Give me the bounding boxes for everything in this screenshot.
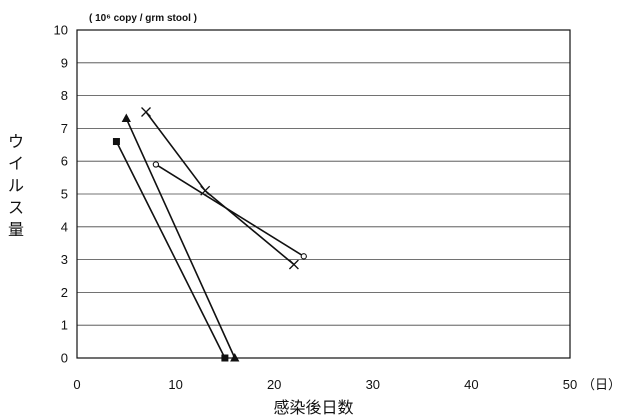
y-tick-1: 1 <box>61 318 68 333</box>
x-tick-30: 30 <box>366 377 380 392</box>
y-tick-2: 2 <box>61 285 68 300</box>
series-3-line <box>145 111 295 266</box>
series-group <box>112 107 307 362</box>
x-tick-40: 40 <box>464 377 478 392</box>
series-4 <box>152 161 307 260</box>
x-tick-0: 0 <box>73 377 80 392</box>
x-tick-50: 50 <box>563 377 577 392</box>
y-tick-3: 3 <box>61 252 68 267</box>
series-4-point-2 <box>300 253 307 260</box>
series-1-point-2 <box>221 354 229 362</box>
y-tick-9: 9 <box>61 55 68 70</box>
series-4-line <box>155 163 305 257</box>
grid-lines <box>77 62 570 326</box>
y-tick-7: 7 <box>61 121 68 136</box>
x-tick-labels: 0 10 20 30 40 50 <box>73 377 577 392</box>
series-1 <box>112 138 229 362</box>
y-tick-10: 10 <box>54 23 68 38</box>
series-2 <box>121 113 240 362</box>
x-axis-label: 感染後日数 <box>273 398 353 416</box>
plot-frame <box>76 29 571 359</box>
series-2-line <box>125 118 236 359</box>
series-1-line <box>115 141 226 359</box>
y-tick-labels: 0 1 2 3 4 5 6 7 8 9 10 <box>54 23 68 366</box>
series-2-point-2 <box>230 352 240 362</box>
x-tick-10: 10 <box>168 377 182 392</box>
series-2-point-1 <box>121 113 131 123</box>
y-tick-5: 5 <box>61 187 68 202</box>
series-3-point-3 <box>288 259 299 270</box>
unit-label: ( 10⁶ copy / grm stool ) <box>89 13 197 24</box>
y-tick-8: 8 <box>61 88 68 103</box>
y-tick-0: 0 <box>61 351 68 366</box>
x-axis-unit: （日） <box>582 378 621 393</box>
series-3-point-1 <box>141 107 151 117</box>
series-4-point-1 <box>152 161 160 168</box>
y-axis-label: ウイルス量 <box>8 132 24 239</box>
y-tick-6: 6 <box>61 154 68 169</box>
series-1-point-1 <box>112 138 120 146</box>
y-tick-4: 4 <box>61 219 68 234</box>
x-tick-20: 20 <box>267 377 281 392</box>
series-3 <box>141 107 299 270</box>
